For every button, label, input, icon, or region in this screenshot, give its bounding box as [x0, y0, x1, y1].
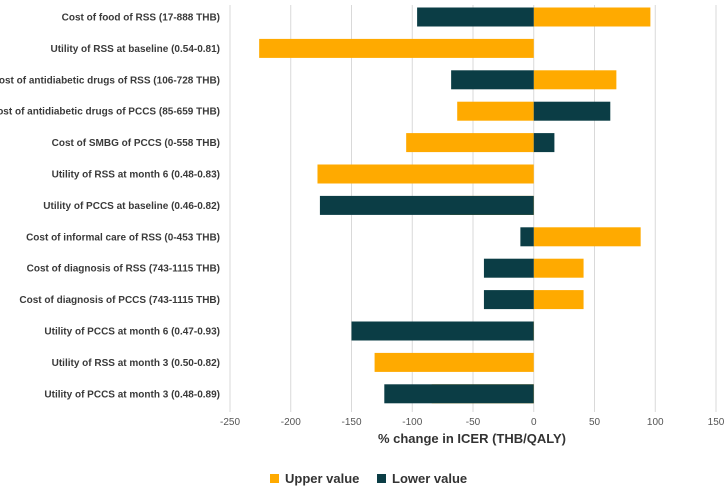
bar-upper-value: [533, 258, 584, 278]
bar-upper-value: [533, 7, 651, 27]
legend-swatch: [377, 474, 386, 483]
bar-lower-value: [417, 7, 534, 27]
bar-upper-value: [533, 290, 584, 310]
bar-lower-value: [533, 133, 555, 153]
bar-upper-value: [533, 227, 641, 247]
category-label: Utility of RSS at month 3 (0.50-0.82): [52, 358, 220, 369]
category-label: Utility of PCCS at month 6 (0.47-0.93): [44, 327, 220, 338]
bars: [259, 7, 651, 404]
category-label: Cost of antidiabetic drugs of RSS (106-7…: [0, 75, 220, 86]
bar-upper-value: [317, 164, 534, 184]
category-label: Cost of diagnosis of RSS (743-1115 THB): [27, 264, 220, 275]
bar-lower-value: [520, 227, 534, 247]
category-label: Utility of RSS at month 6 (0.48-0.83): [52, 170, 220, 181]
category-label: Utility of PCCS at month 3 (0.48-0.89): [44, 389, 220, 400]
bar-upper-value: [259, 38, 534, 58]
x-tick-label: -150: [341, 417, 361, 428]
bar-lower-value: [483, 290, 534, 310]
category-label: Cost of informal care of RSS (0-453 THB): [26, 232, 220, 243]
legend-swatch: [270, 474, 279, 483]
category-label: Utility of PCCS at baseline (0.46-0.82): [43, 201, 220, 212]
legend: Upper value Lower value: [270, 471, 467, 486]
bar-lower-value: [533, 101, 611, 121]
category-label: Cost of food of RSS (17-888 THB): [62, 13, 220, 24]
category-label: Cost of antidiabetic drugs of PCCS (85-6…: [0, 107, 220, 118]
bar-upper-value: [374, 352, 534, 372]
x-tick-label: 0: [531, 417, 537, 428]
category-labels: Cost of food of RSS (17-888 THB) Utility …: [0, 13, 220, 401]
bar-lower-value: [451, 70, 534, 90]
x-tick-labels: -250 -200 -150 -100 -50 0 50 100 150: [220, 417, 724, 428]
x-tick-label: 100: [647, 417, 664, 428]
x-tick-label: 150: [708, 417, 724, 428]
x-tick-label: -100: [402, 417, 422, 428]
x-tick-label: -250: [220, 417, 240, 428]
bar-upper-value: [457, 101, 534, 121]
bar-lower-value: [483, 258, 534, 278]
x-tick-label: 50: [589, 417, 601, 428]
category-label: Utility of RSS at baseline (0.54-0.81): [51, 44, 221, 55]
x-tick-label: -50: [466, 417, 481, 428]
x-axis-label: % change in ICER (THB/QALY): [378, 431, 566, 446]
bar-lower-value: [319, 195, 534, 215]
legend-label: Lower value: [392, 471, 467, 486]
bar-lower-value: [351, 321, 534, 341]
bar-lower-value: [384, 384, 534, 404]
legend-label: Upper value: [285, 471, 359, 486]
bar-upper-value: [406, 133, 534, 153]
category-label: Cost of SMBG of PCCS (0-558 THB): [52, 138, 220, 149]
bar-upper-value: [533, 70, 617, 90]
category-label: Cost of diagnosis of PCCS (743-1115 THB): [19, 295, 220, 306]
x-tick-label: -200: [281, 417, 301, 428]
